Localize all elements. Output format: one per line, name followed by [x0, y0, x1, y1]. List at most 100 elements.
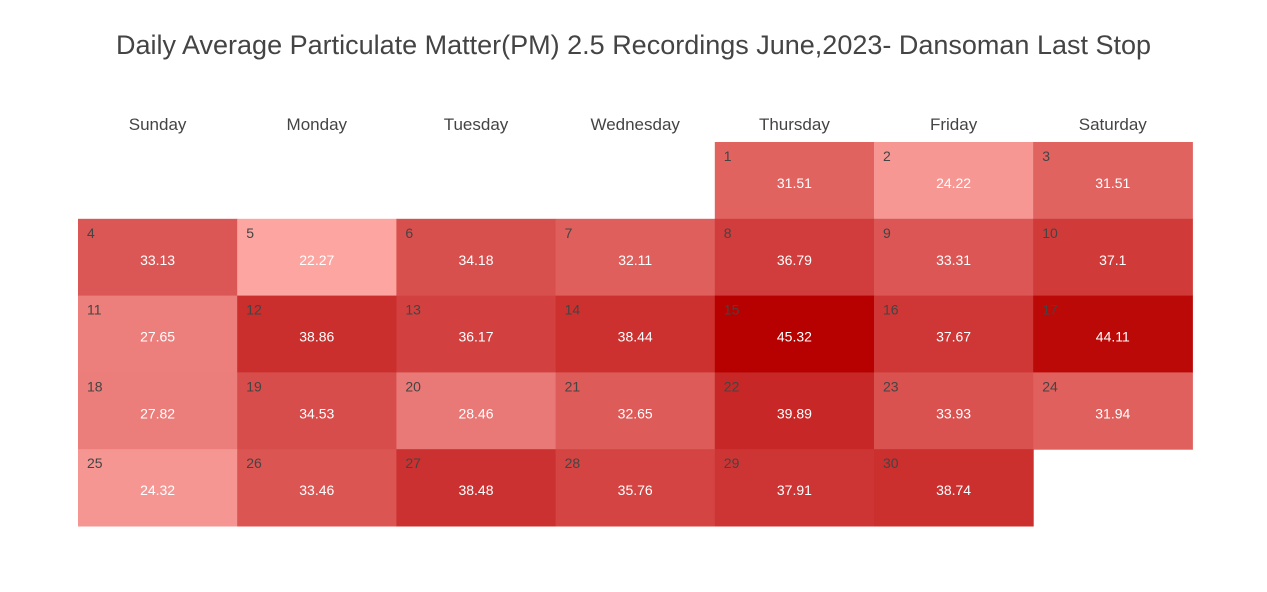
cell-value-label: 32.11 [618, 252, 652, 268]
heat-cell-rect [1033, 218, 1193, 297]
day-cell[interactable]: 433.13 [78, 218, 238, 297]
day-number: 7 [565, 225, 573, 241]
heat-cell-rect [714, 218, 875, 297]
cell-value-label: 45.32 [777, 329, 812, 345]
cell-value-label: 28.46 [458, 405, 493, 421]
heat-cell-rect [78, 218, 238, 297]
cell-value-label: 33.93 [936, 405, 971, 421]
day-number: 25 [87, 455, 103, 471]
cell-value-label: 37.91 [777, 482, 812, 498]
day-number: 17 [1042, 302, 1058, 318]
heat-cell-rect [555, 372, 716, 450]
day-cell[interactable]: 20 28.46 [396, 372, 557, 450]
day-number: 11 [87, 302, 102, 318]
heat-cell-rect [78, 295, 238, 373]
day-cell[interactable]: 17 44.11 [1033, 295, 1193, 373]
day-cell[interactable]: 22 39.89 [714, 372, 875, 450]
heat-cell-rect [874, 372, 1034, 450]
day-number: 23 [883, 378, 899, 394]
day-number: 28 [565, 455, 581, 471]
day-cell[interactable]: 224.22 [874, 142, 1034, 220]
cell-value-label: 34.18 [458, 252, 493, 268]
cell-value-label: 27.82 [140, 405, 175, 421]
heat-cell-rect [237, 218, 397, 297]
cell-value-label: 37.1 [1099, 252, 1126, 268]
day-cells: 131.51224.22331.51433.13522.27634.18732.… [78, 142, 1193, 527]
heat-cell-rect [396, 218, 557, 297]
heat-cell-rect [1033, 295, 1193, 373]
day-cell[interactable]: 26 33.46 [237, 449, 397, 527]
day-cell[interactable]: 10 37.1 [1033, 218, 1193, 297]
day-number: 29 [724, 455, 740, 471]
day-number: 22 [724, 378, 740, 394]
chart-title: Daily Average Particulate Matter(PM) 2.5… [115, 30, 1152, 60]
day-number: 14 [565, 302, 581, 318]
day-cell[interactable]: 933.31 [874, 218, 1034, 297]
day-cell[interactable]: 11 27.65 [78, 295, 238, 373]
cell-value-label: 32.65 [618, 405, 653, 421]
day-number: 8 [724, 225, 732, 241]
weekday-label-wednesday: Wednesday [590, 115, 680, 134]
cell-value-label: 34.53 [299, 405, 334, 421]
weekday-label-thursday: Thursday [759, 115, 830, 134]
cell-value-label: 31.94 [1095, 405, 1130, 421]
day-cell[interactable]: 732.11 [555, 218, 716, 297]
day-number: 10 [1042, 225, 1058, 241]
heat-cell-rect [874, 449, 1034, 527]
day-cell[interactable]: 19 34.53 [237, 372, 397, 450]
day-cell[interactable]: 14 38.44 [555, 295, 716, 373]
day-cell[interactable]: 522.27 [237, 218, 397, 297]
cell-value-label: 39.89 [777, 405, 812, 421]
day-number: 24 [1042, 378, 1058, 394]
heat-cell-rect [396, 295, 557, 373]
weekday-label-monday: Monday [287, 115, 348, 134]
day-cell[interactable]: 18 27.82 [78, 372, 238, 450]
day-cell[interactable]: 836.79 [714, 218, 875, 297]
day-number: 6 [405, 225, 413, 241]
day-cell[interactable]: 27 38.48 [396, 449, 557, 527]
day-number: 4 [87, 225, 95, 241]
day-cell[interactable]: 29 37.91 [714, 449, 875, 527]
day-cell[interactable]: 331.51 [1033, 142, 1193, 220]
heat-cell-rect [396, 449, 557, 527]
heat-cell-rect [555, 218, 716, 297]
heat-cell-rect [78, 449, 238, 527]
cell-value-label: 36.17 [458, 329, 493, 345]
day-cell[interactable]: 131.51 [714, 142, 875, 220]
cell-value-label: 35.76 [618, 482, 653, 498]
cell-value-label: 24.32 [140, 482, 175, 498]
weekday-label-tuesday: Tuesday [444, 115, 509, 134]
cell-value-label: 31.51 [1095, 175, 1130, 191]
heat-cell-rect [874, 295, 1034, 373]
day-cell[interactable]: 16 37.67 [874, 295, 1034, 373]
heat-cell-rect [874, 218, 1034, 297]
cell-value-label: 33.46 [299, 482, 334, 498]
day-number: 19 [246, 378, 262, 394]
cell-value-label: 27.65 [140, 329, 175, 345]
day-cell[interactable]: 24 31.94 [1033, 372, 1193, 450]
day-cell[interactable]: 30 38.74 [874, 449, 1034, 527]
day-number: 3 [1042, 148, 1050, 164]
day-cell[interactable]: 15 45.32 [714, 295, 875, 373]
day-cell[interactable]: 13 36.17 [396, 295, 557, 373]
weekday-labels: Sunday Monday Tuesday Wednesday Thursday Frid… [129, 115, 1148, 134]
day-number: 26 [246, 455, 262, 471]
day-cell[interactable]: 634.18 [396, 218, 557, 297]
cell-value-label: 38.48 [458, 482, 493, 498]
day-number: 13 [405, 302, 421, 318]
day-number: 5 [246, 225, 254, 241]
heat-cell-rect [555, 295, 716, 373]
weekday-label-saturday: Saturday [1079, 115, 1148, 134]
day-cell[interactable]: 21 32.65 [555, 372, 716, 450]
day-cell[interactable]: 23 33.93 [874, 372, 1034, 450]
day-cell[interactable]: 25 24.32 [78, 449, 238, 527]
cell-value-label: 33.13 [140, 252, 175, 268]
cell-value-label: 24.22 [936, 175, 971, 191]
cell-value-label: 37.67 [936, 329, 971, 345]
day-cell[interactable]: 12 38.86 [237, 295, 397, 373]
day-cell[interactable]: 28 35.76 [555, 449, 716, 527]
day-number: 20 [405, 378, 421, 394]
heat-cell-rect [237, 372, 397, 450]
cell-value-label: 33.31 [936, 252, 971, 268]
